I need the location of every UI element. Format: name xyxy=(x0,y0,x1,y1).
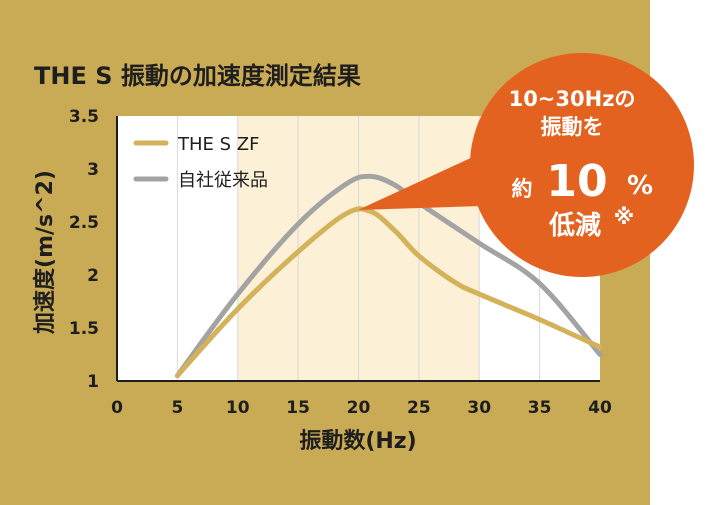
legend-label-the-s-zf: THE S ZF xyxy=(177,134,259,155)
tick-labels: 0 5 10 15 20 25 30 35 40 1 1.5 2 2.5 3 3.5 xyxy=(69,107,612,418)
callout-line-1: 10~30Hzの xyxy=(509,87,636,111)
x-tick-label-0: 0 xyxy=(111,398,123,418)
y-tick-label-2-5: 2.5 xyxy=(69,213,99,233)
legend-label-own-product: 自社従来品 xyxy=(178,170,268,191)
y-tick-label-2: 2 xyxy=(87,266,99,286)
callout-unit: % xyxy=(627,171,653,201)
callout-line-4: 低減 xyxy=(548,211,601,241)
callout-prefix: 約 xyxy=(512,177,533,201)
callout-line-2: 振動を xyxy=(541,115,604,139)
x-tick-label-20: 20 xyxy=(347,398,371,418)
series-line-own-product xyxy=(174,173,603,379)
series-line-the-s-zf xyxy=(174,206,603,379)
x-tick-label-15: 15 xyxy=(286,398,310,418)
callout-value: 10 xyxy=(546,156,607,207)
legend: THE S ZF 自社従来品 xyxy=(133,134,268,191)
y-tick-label-3-5: 3.5 xyxy=(69,107,99,127)
series-lines xyxy=(174,173,603,379)
callout-circle xyxy=(470,53,694,277)
x-tick-label-35: 35 xyxy=(528,398,552,418)
y-tick-label-1-5: 1.5 xyxy=(69,319,99,339)
axes xyxy=(116,116,600,382)
y-tick-label-1: 1 xyxy=(87,372,99,392)
y-axis-label: 加速度(m/s^2) xyxy=(32,170,58,335)
x-tick-label-25: 25 xyxy=(407,398,431,418)
callout-note-mark: ※ xyxy=(614,205,634,229)
reduction-callout: 10~30Hzの 振動を 約 10 % 低減 ※ xyxy=(358,53,694,277)
y-tick-label-3: 3 xyxy=(87,160,99,180)
x-tick-label-5: 5 xyxy=(171,398,183,418)
grid-lines xyxy=(176,116,541,381)
x-tick-label-10: 10 xyxy=(226,398,250,418)
x-tick-label-40: 40 xyxy=(588,398,612,418)
x-tick-label-30: 30 xyxy=(467,398,491,418)
x-axis-label: 振動数(Hz) xyxy=(299,428,416,454)
chart-title: THE S 振動の加速度測定結果 xyxy=(34,62,361,90)
